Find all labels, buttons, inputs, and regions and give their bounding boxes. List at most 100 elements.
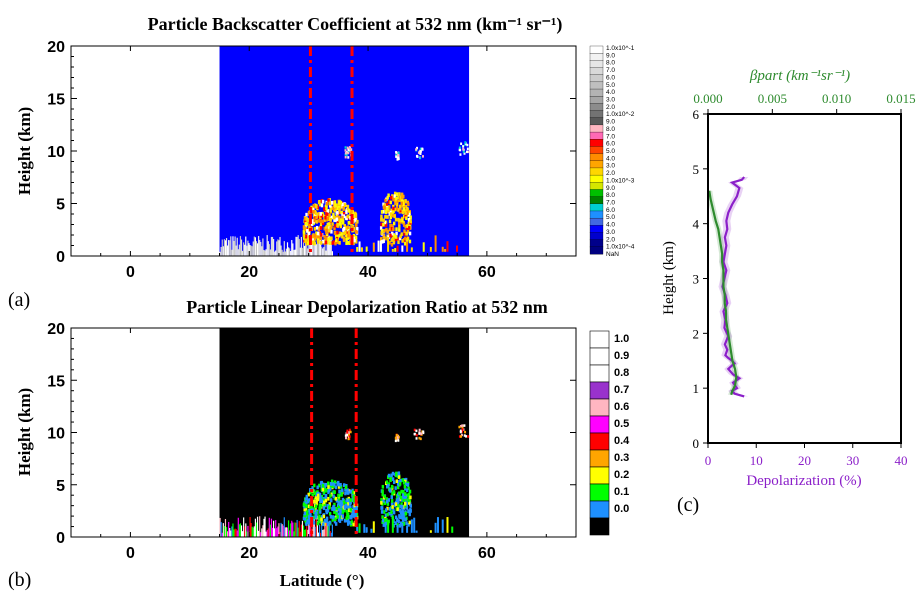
panel-a-boundary-layer-cell [237, 249, 239, 256]
panel-b-cloud-cell [348, 433, 351, 437]
panel-b-aerosol-layer-cell [402, 489, 405, 494]
panel-a-aerosol-layer-cell [397, 208, 400, 212]
panel-a-dust-plume-cell [327, 237, 330, 242]
panel-a-cloud-cell [395, 151, 398, 154]
panel-a-aerosol-layer-cell [407, 202, 410, 207]
panel-a-colorbar-label: 2.0 [606, 104, 615, 111]
panel-b-dust-plume-cell [353, 514, 357, 519]
panel-b-boundary-layer-cell [328, 524, 330, 537]
panel-a-cloud-cell [419, 150, 422, 153]
panel-a-aerosol-layer-cell [390, 226, 394, 231]
panel-a-boundary-layer-cell [232, 236, 234, 256]
panel-a-dust-plume-cell [304, 236, 307, 241]
panel-b-boundary-layer-cell [252, 527, 254, 537]
panel-b-boundary-layer-cell [237, 517, 239, 537]
panel-a-cloud-cell [421, 147, 424, 151]
panel-a-low-aerosol-cell [429, 246, 432, 252]
panel-b-dust-plume-cell [323, 502, 326, 507]
panel-a-dust-plume-cell [328, 228, 331, 233]
panel-a-cloud-cell [397, 151, 400, 155]
panel-b-boundary-layer-cell [221, 532, 223, 537]
panel-a-colorbar-swatch [589, 174, 604, 183]
panel-b-dust-plume-cell [348, 508, 351, 513]
panel-a-colorbar-label: 3.0 [606, 229, 615, 236]
panel-a-aerosol-layer-cell [393, 194, 397, 199]
panel-a-cloud-cell [344, 153, 347, 156]
panel-a-dust-plume-cell [352, 214, 355, 218]
panel-a-low-aerosol-cell [406, 241, 409, 252]
panel-a-aerosol-layer-cell [405, 216, 408, 221]
panel-a-aerosol-layer-cell [404, 241, 407, 246]
panel-a-dust-plume-cell [345, 231, 348, 236]
panel-a-aerosol-layer-cell [392, 206, 395, 211]
panel-a-colorbar-label: 8.0 [606, 126, 615, 133]
panel-b-low-aerosol-cell [434, 522, 437, 533]
panel-a-boundary-layer-cell [261, 246, 263, 256]
panel-b-dust-plume-cell [349, 490, 352, 494]
panel-b-x-tick-label: 40 [359, 545, 377, 562]
panel-a-boundary-layer-cell [229, 240, 231, 256]
panel-c-y-tick-label: 3 [693, 272, 700, 287]
panel-a-aerosol-layer-cell [409, 216, 412, 220]
panel-b-aerosol-layer-cell [384, 518, 387, 522]
panel-a-dust-plume-cell [312, 207, 315, 212]
panel-b-dust-plume-cell [329, 484, 333, 489]
panel-b-aerosol-layer-cell [399, 495, 403, 500]
panel-b: Particle Linear Depolarization Ratio at … [8, 297, 630, 591]
panel-b-dust-plume-cell [355, 512, 359, 517]
panel-a-dust-plume-cell [302, 230, 306, 234]
panel-b-cloud-cell [463, 424, 466, 427]
panel-a-aerosol-layer-cell [392, 221, 396, 226]
panel-b-dust-plume-cell [323, 522, 326, 526]
panel-b-dust-plume-cell [328, 502, 331, 506]
panel-a-dust-plume-cell [311, 219, 314, 223]
panel-b-colorbar-label: 0.6 [614, 401, 629, 413]
panel-b-boundary-layer-cell [276, 528, 278, 537]
panel-a-dust-plume-cell [338, 233, 341, 238]
panel-a-aerosol-layer-cell [408, 231, 412, 236]
panel-c-x-tick-label: 40 [895, 453, 908, 468]
panel-a-boundary-layer-cell [275, 250, 277, 256]
panel-a-dust-plume-cell [339, 205, 342, 209]
panel-a-dust-plume-cell [334, 241, 337, 246]
panel-b-boundary-layer-cell [289, 530, 291, 537]
panel-a-aerosol-layer-cell [406, 229, 410, 234]
panel-a-aerosol-layer-cell [406, 224, 409, 228]
panel-a-boundary-layer-cell [277, 239, 279, 256]
panel-b-boundary-layer-cell [296, 519, 298, 537]
panel-a-aerosol-layer-cell [398, 236, 402, 241]
panel-b-boundary-layer-cell [260, 532, 262, 537]
panel-b-colorbar-swatch [589, 381, 610, 400]
panel-a-aerosol-layer-cell [402, 194, 405, 199]
panel-b-boundary-layer-cell [251, 526, 253, 537]
panel-a-aerosol-layer-cell [407, 221, 411, 226]
panel-a-colorbar-swatch [589, 153, 604, 162]
panel-a-dust-plume-cell [343, 224, 346, 228]
panel-a-boundary-layer-cell [244, 244, 246, 256]
panel-a-dust-plume-cell [346, 204, 350, 209]
panel-a-aerosol-layer-cell [392, 240, 396, 245]
panel-b-low-aerosol-cell [441, 519, 444, 533]
panel-b-cloud-cell [396, 436, 399, 439]
panel-a-y-tick-label: 15 [47, 92, 65, 109]
panel-b-dust-plume-cell [333, 507, 336, 511]
panel-b-xlabel: Latitude (°) [280, 571, 365, 590]
panel-a-boundary-layer-cell [285, 248, 288, 256]
panel-b-dust-plume-cell [333, 519, 337, 524]
panel-a-dust-plume-cell [329, 204, 332, 208]
panel-a-boundary-layer-cell [231, 249, 233, 256]
panel-a-dust-plume-cell [340, 218, 343, 223]
panel-b-boundary-layer-cell [290, 523, 292, 537]
panel-b-x-tick-label: 0 [126, 545, 135, 562]
panel-b-dust-plume-cell [324, 498, 328, 503]
panel-a-aerosol-layer-cell [402, 223, 406, 227]
panel-a-dust-plume-cell [319, 219, 322, 224]
panel-a-cloud-cell [344, 149, 347, 152]
panel-a-boundary-layer-cell [269, 249, 271, 256]
panel-b-boundary-layer-cell [314, 526, 316, 537]
panel-a-dust-plume-cell [338, 200, 341, 205]
panel-a-boundary-layer-cell [320, 239, 322, 256]
panel-a-boundary-layer-cell [297, 235, 299, 256]
panel-b-boundary-layer-cell [285, 527, 288, 537]
panel-a-dust-plume-cell [333, 218, 336, 222]
